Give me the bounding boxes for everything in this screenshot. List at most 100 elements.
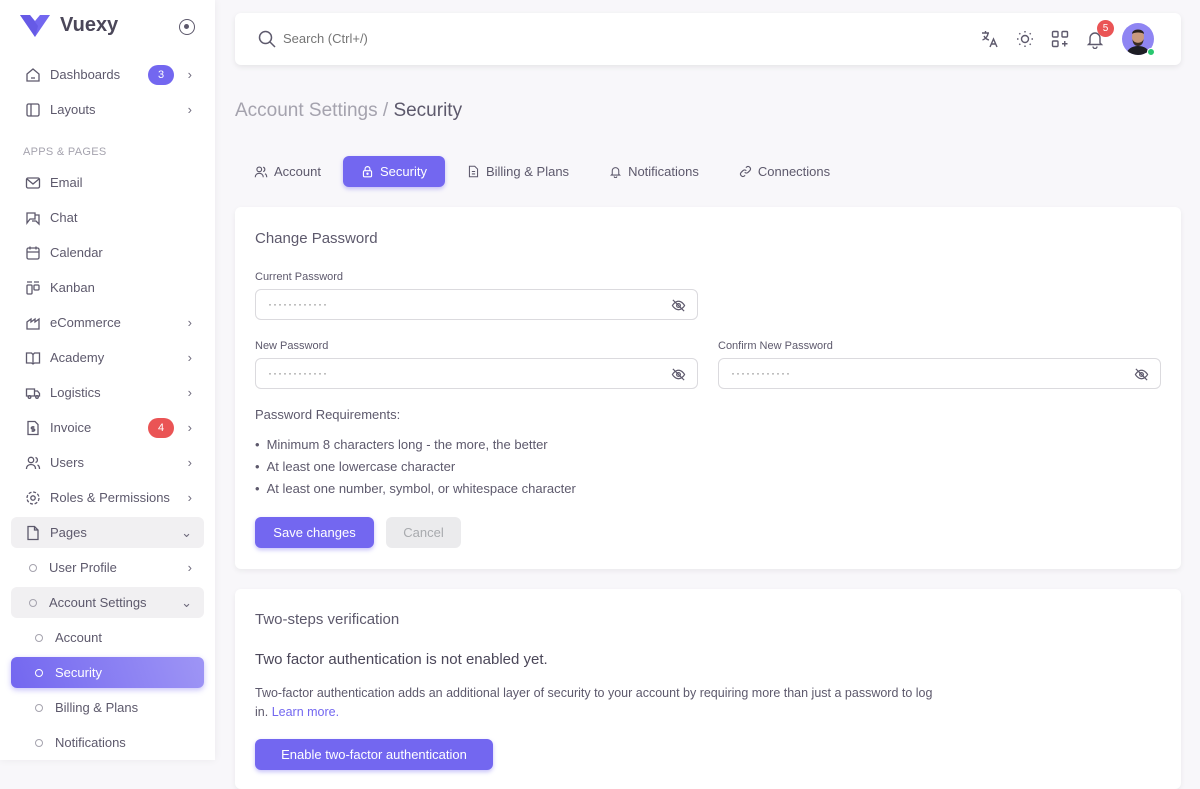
tab-notifications[interactable]: Notifications <box>591 156 717 187</box>
search-input[interactable] <box>283 31 583 46</box>
truck-icon <box>25 385 41 401</box>
two-step-verification-card: Two-steps verification Two factor authen… <box>235 589 1181 789</box>
learn-more-link[interactable]: Learn more. <box>271 705 340 719</box>
eye-off-icon[interactable] <box>1134 367 1149 382</box>
card-title: Change Password <box>255 230 378 247</box>
new-password-input[interactable] <box>268 366 648 380</box>
sidebar-item-roles-permissions[interactable]: Roles & Permissions › <box>11 482 204 513</box>
tab-label: Account <box>274 164 321 179</box>
circle-icon <box>35 738 43 747</box>
sidebar: Vuexy Dashboards 3 › Layouts › APPS & PAGES… <box>0 0 215 760</box>
enable-two-factor-button[interactable]: Enable two-factor authentication <box>255 739 493 770</box>
description-text: Two-factor authentication adds an additi… <box>255 686 933 719</box>
search-icon[interactable] <box>257 29 277 49</box>
chevron-right-icon: › <box>187 350 192 365</box>
chevron-down-icon: ⌄ <box>181 524 192 540</box>
sidebar-item-label: Chat <box>50 210 78 225</box>
two-factor-description: Two-factor authentication adds an additi… <box>255 684 945 722</box>
two-factor-status-heading: Two factor authentication is not enabled… <box>255 651 548 668</box>
requirement-item: At least one lowercase character <box>255 459 576 481</box>
users-icon <box>254 165 268 177</box>
eye-off-icon[interactable] <box>671 298 686 313</box>
chevron-down-icon: ⌄ <box>181 594 192 610</box>
logo[interactable]: Vuexy <box>20 14 118 37</box>
current-password-input[interactable] <box>268 297 648 311</box>
sidebar-item-email[interactable]: Email <box>11 167 204 198</box>
calendar-icon <box>25 245 41 261</box>
settings-icon <box>25 490 41 506</box>
sidebar-item-account[interactable]: Account <box>11 622 204 653</box>
tab-billing-plans[interactable]: Billing & Plans <box>449 156 587 187</box>
sidebar-item-academy[interactable]: Academy › <box>11 342 204 373</box>
bell-icon[interactable] <box>1085 29 1105 49</box>
sidebar-item-layouts[interactable]: Layouts › <box>11 94 204 125</box>
sidebar-item-label: Notifications <box>55 735 126 750</box>
confirm-password-input[interactable] <box>731 366 1111 380</box>
chevron-right-icon: › <box>187 455 192 470</box>
sidebar-item-label: Billing & Plans <box>55 700 139 715</box>
link-icon <box>739 166 751 177</box>
sidebar-item-billing-plans[interactable]: Billing & Plans <box>11 692 204 723</box>
eye-off-icon[interactable] <box>671 367 686 382</box>
shop-icon <box>25 315 41 331</box>
breadcrumb: Account Settings / Security <box>235 100 462 122</box>
shortcuts-grid-icon[interactable] <box>1050 29 1070 49</box>
change-password-card: Change Password Current Password New Pas… <box>235 207 1181 569</box>
account-tabs: Account Security Billing & Plans Notific… <box>236 156 848 187</box>
file-text-icon <box>468 165 479 178</box>
sidebar-item-pages[interactable]: Pages ⌄ <box>11 517 204 548</box>
sidebar-item-label: Security <box>55 665 102 680</box>
cancel-button[interactable]: Cancel <box>386 517 461 548</box>
users-icon <box>25 455 41 471</box>
save-changes-button[interactable]: Save changes <box>255 517 374 548</box>
current-password-label: Current Password <box>255 271 344 283</box>
circle-icon <box>29 598 37 607</box>
sidebar-item-label: Account Settings <box>49 595 147 610</box>
collapse-sidebar-icon[interactable] <box>179 19 195 35</box>
book-icon <box>25 350 41 366</box>
invoice-icon <box>25 420 41 436</box>
sidebar-item-user-profile[interactable]: User Profile › <box>11 552 204 583</box>
sun-icon[interactable] <box>1015 29 1035 49</box>
sidebar-item-chat[interactable]: Chat <box>11 202 204 233</box>
chevron-right-icon: › <box>187 315 192 330</box>
sidebar-item-dashboards[interactable]: Dashboards 3 › <box>11 59 204 90</box>
tab-connections[interactable]: Connections <box>721 156 848 187</box>
requirement-item: Minimum 8 characters long - the more, th… <box>255 437 576 459</box>
home-icon <box>25 67 41 83</box>
tab-label: Billing & Plans <box>485 164 570 179</box>
sidebar-item-label: Account <box>55 630 102 645</box>
tab-security[interactable]: Security <box>342 156 445 187</box>
tab-label: Notifications <box>628 164 699 179</box>
sidebar-item-invoice[interactable]: Invoice 4 › <box>11 412 204 443</box>
lock-icon <box>362 166 373 178</box>
circle-icon <box>35 668 43 677</box>
new-password-field[interactable] <box>255 358 698 389</box>
card-title: Two-steps verification <box>255 611 400 628</box>
sidebar-item-label: Dashboards <box>50 67 121 82</box>
sidebar-item-calendar[interactable]: Calendar <box>11 237 204 268</box>
tab-account[interactable]: Account <box>236 156 339 187</box>
sidebar-item-security[interactable]: Security <box>11 657 204 688</box>
translate-icon[interactable] <box>980 29 1000 49</box>
sidebar-item-account-settings[interactable]: Account Settings ⌄ <box>11 587 204 618</box>
notification-badge: 5 <box>1097 20 1114 37</box>
chevron-right-icon: › <box>187 67 192 82</box>
sidebar-item-users[interactable]: Users › <box>11 447 204 478</box>
kanban-icon <box>25 280 41 296</box>
online-status-indicator <box>1147 48 1155 56</box>
page-title: Security <box>393 100 463 121</box>
layout-icon <box>25 102 41 118</box>
confirm-password-label: Confirm New Password <box>718 340 833 352</box>
sidebar-item-notifications[interactable]: Notifications <box>11 727 204 758</box>
breadcrumb-parent: Account Settings / <box>235 100 389 121</box>
sidebar-item-logistics[interactable]: Logistics › <box>11 377 204 408</box>
sidebar-item-label: Pages <box>50 525 87 540</box>
sidebar-item-kanban[interactable]: Kanban <box>11 272 204 303</box>
sidebar-item-label: Logistics <box>50 385 101 400</box>
chevron-right-icon: › <box>187 102 192 117</box>
chat-icon <box>25 210 41 226</box>
confirm-password-field[interactable] <box>718 358 1161 389</box>
current-password-field[interactable] <box>255 289 698 320</box>
sidebar-item-ecommerce[interactable]: eCommerce › <box>11 307 204 338</box>
